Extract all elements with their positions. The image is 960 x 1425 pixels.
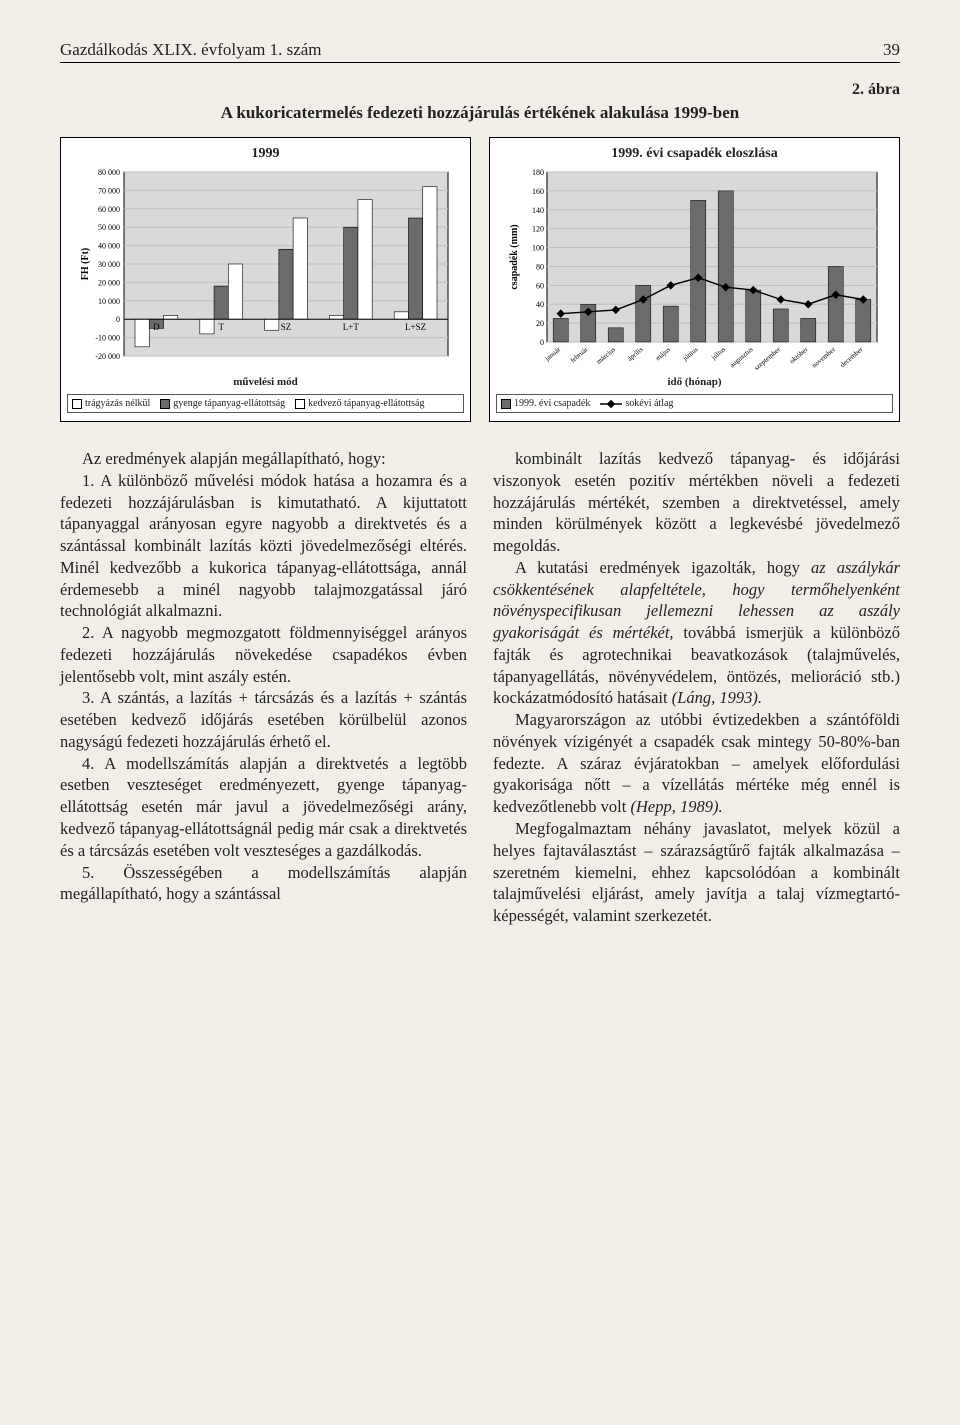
svg-text:SZ: SZ — [280, 322, 291, 332]
svg-text:60 000: 60 000 — [98, 205, 120, 214]
chart2-legend: 1999. évi csapadék sokévi átlag — [496, 394, 893, 413]
legend-item: gyenge tápanyag-ellátottság — [160, 398, 285, 409]
svg-text:20 000: 20 000 — [98, 278, 120, 287]
svg-text:160: 160 — [532, 187, 544, 196]
svg-text:január: január — [542, 345, 562, 363]
svg-text:november: november — [810, 345, 837, 370]
svg-text:április: április — [625, 345, 644, 363]
running-head: Gazdálkodás XLIX. évfolyam 1. szám 39 — [60, 40, 900, 63]
chart2-xlabel: idő (hónap) — [496, 376, 893, 388]
body-paragraph: Megfogalmaztam néhány javaslatot, melyek… — [493, 818, 900, 927]
svg-text:július: július — [709, 345, 727, 362]
svg-text:-10 000: -10 000 — [95, 334, 120, 343]
body-paragraph: A kutatási eredmények igazolták, hogy az… — [493, 557, 900, 709]
svg-text:80 000: 80 000 — [98, 168, 120, 177]
chart1-xlabel: művelési mód — [67, 376, 464, 388]
svg-text:október: október — [788, 345, 810, 365]
body-paragraph: 1. A különböző művelési módok hatása a h… — [60, 470, 467, 622]
svg-text:csapadék (mm): csapadék (mm) — [509, 224, 520, 289]
body-col-right: kombinált lazítás kedvező tápanyag- és i… — [493, 448, 900, 927]
chart2-svg: 0 20 40 60 80 100 120 140 160 180 január februármár… — [505, 166, 885, 376]
svg-text:május: május — [654, 345, 672, 362]
svg-text:-20 000: -20 000 — [95, 352, 120, 361]
legend-item: sokévi átlag — [600, 398, 673, 409]
svg-text:80: 80 — [536, 262, 544, 271]
figure-caption: A kukoricatermelés fedezeti hozzájárulás… — [60, 103, 900, 123]
svg-text:0: 0 — [540, 338, 544, 347]
chart1-title: 1999 — [67, 146, 464, 162]
page-number: 39 — [883, 40, 900, 60]
body-columns: Az eredmények alapján megállapítható, ho… — [60, 448, 900, 927]
svg-text:december: december — [838, 345, 864, 369]
figure-label: 2. ábra — [60, 81, 900, 99]
body-paragraph: 2. A nagyobb megmozgatott földmennyiségg… — [60, 622, 467, 687]
svg-text:T: T — [218, 322, 224, 332]
svg-text:FH (Ft): FH (Ft) — [80, 248, 91, 281]
svg-text:szeptember: szeptember — [752, 345, 782, 372]
svg-text:140: 140 — [532, 206, 544, 215]
svg-text:100: 100 — [532, 244, 544, 253]
svg-text:L+SZ: L+SZ — [405, 322, 426, 332]
svg-text:20: 20 — [536, 319, 544, 328]
body-paragraph: Az eredmények alapján megállapítható, ho… — [60, 448, 467, 470]
svg-text:február: február — [568, 345, 589, 365]
svg-text:L+T: L+T — [342, 322, 359, 332]
legend-item: 1999. évi csapadék — [501, 398, 590, 409]
svg-text:augusztus: augusztus — [728, 345, 755, 369]
svg-text:10 000: 10 000 — [98, 297, 120, 306]
journal-name: Gazdálkodás XLIX. évfolyam 1. szám — [60, 40, 322, 60]
svg-text:50 000: 50 000 — [98, 223, 120, 232]
chart2-title: 1999. évi csapadék eloszlása — [496, 146, 893, 162]
body-paragraph: Magyarországon az utóbbi évtizedekben a … — [493, 709, 900, 818]
svg-text:40 000: 40 000 — [98, 242, 120, 251]
chart1-svg: -20 000 -10 000 0 10 000 20 000 30 000 40 000 5… — [76, 166, 456, 376]
body-col-left: Az eredmények alapján megállapítható, ho… — [60, 448, 467, 927]
legend-item: trágyázás nélkül — [72, 398, 150, 409]
svg-text:D: D — [153, 322, 160, 332]
body-paragraph: kombinált lazítás kedvező tápanyag- és i… — [493, 448, 900, 557]
body-paragraph: 4. A modellszámítás alapján a direktveté… — [60, 753, 467, 862]
body-paragraph: 3. A szántás, a lazítás + tárcsázás és a… — [60, 687, 467, 752]
svg-text:70 000: 70 000 — [98, 186, 120, 195]
charts-row: 1999 -20 000 -10 000 0 10 000 20 000 30 000 40… — [60, 137, 900, 422]
svg-text:180: 180 — [532, 168, 544, 177]
chart-1999-fh: 1999 -20 000 -10 000 0 10 000 20 000 30 000 40… — [60, 137, 471, 422]
svg-text:március: március — [594, 345, 616, 366]
svg-text:120: 120 — [532, 225, 544, 234]
body-paragraph: 5. Összességében a modellszámítás alapjá… — [60, 862, 467, 906]
svg-text:0: 0 — [116, 315, 120, 324]
legend-item: kedvező tápanyag-ellátottság — [295, 398, 424, 409]
svg-text:30 000: 30 000 — [98, 260, 120, 269]
svg-text:40: 40 — [536, 300, 544, 309]
svg-text:60: 60 — [536, 281, 544, 290]
chart1-legend: trágyázás nélkül gyenge tápanyag-ellátott… — [67, 394, 464, 413]
chart-1999-csapadek: 1999. évi csapadék eloszlása 0 20 40 60 80 10… — [489, 137, 900, 422]
svg-text:június: június — [680, 345, 699, 363]
